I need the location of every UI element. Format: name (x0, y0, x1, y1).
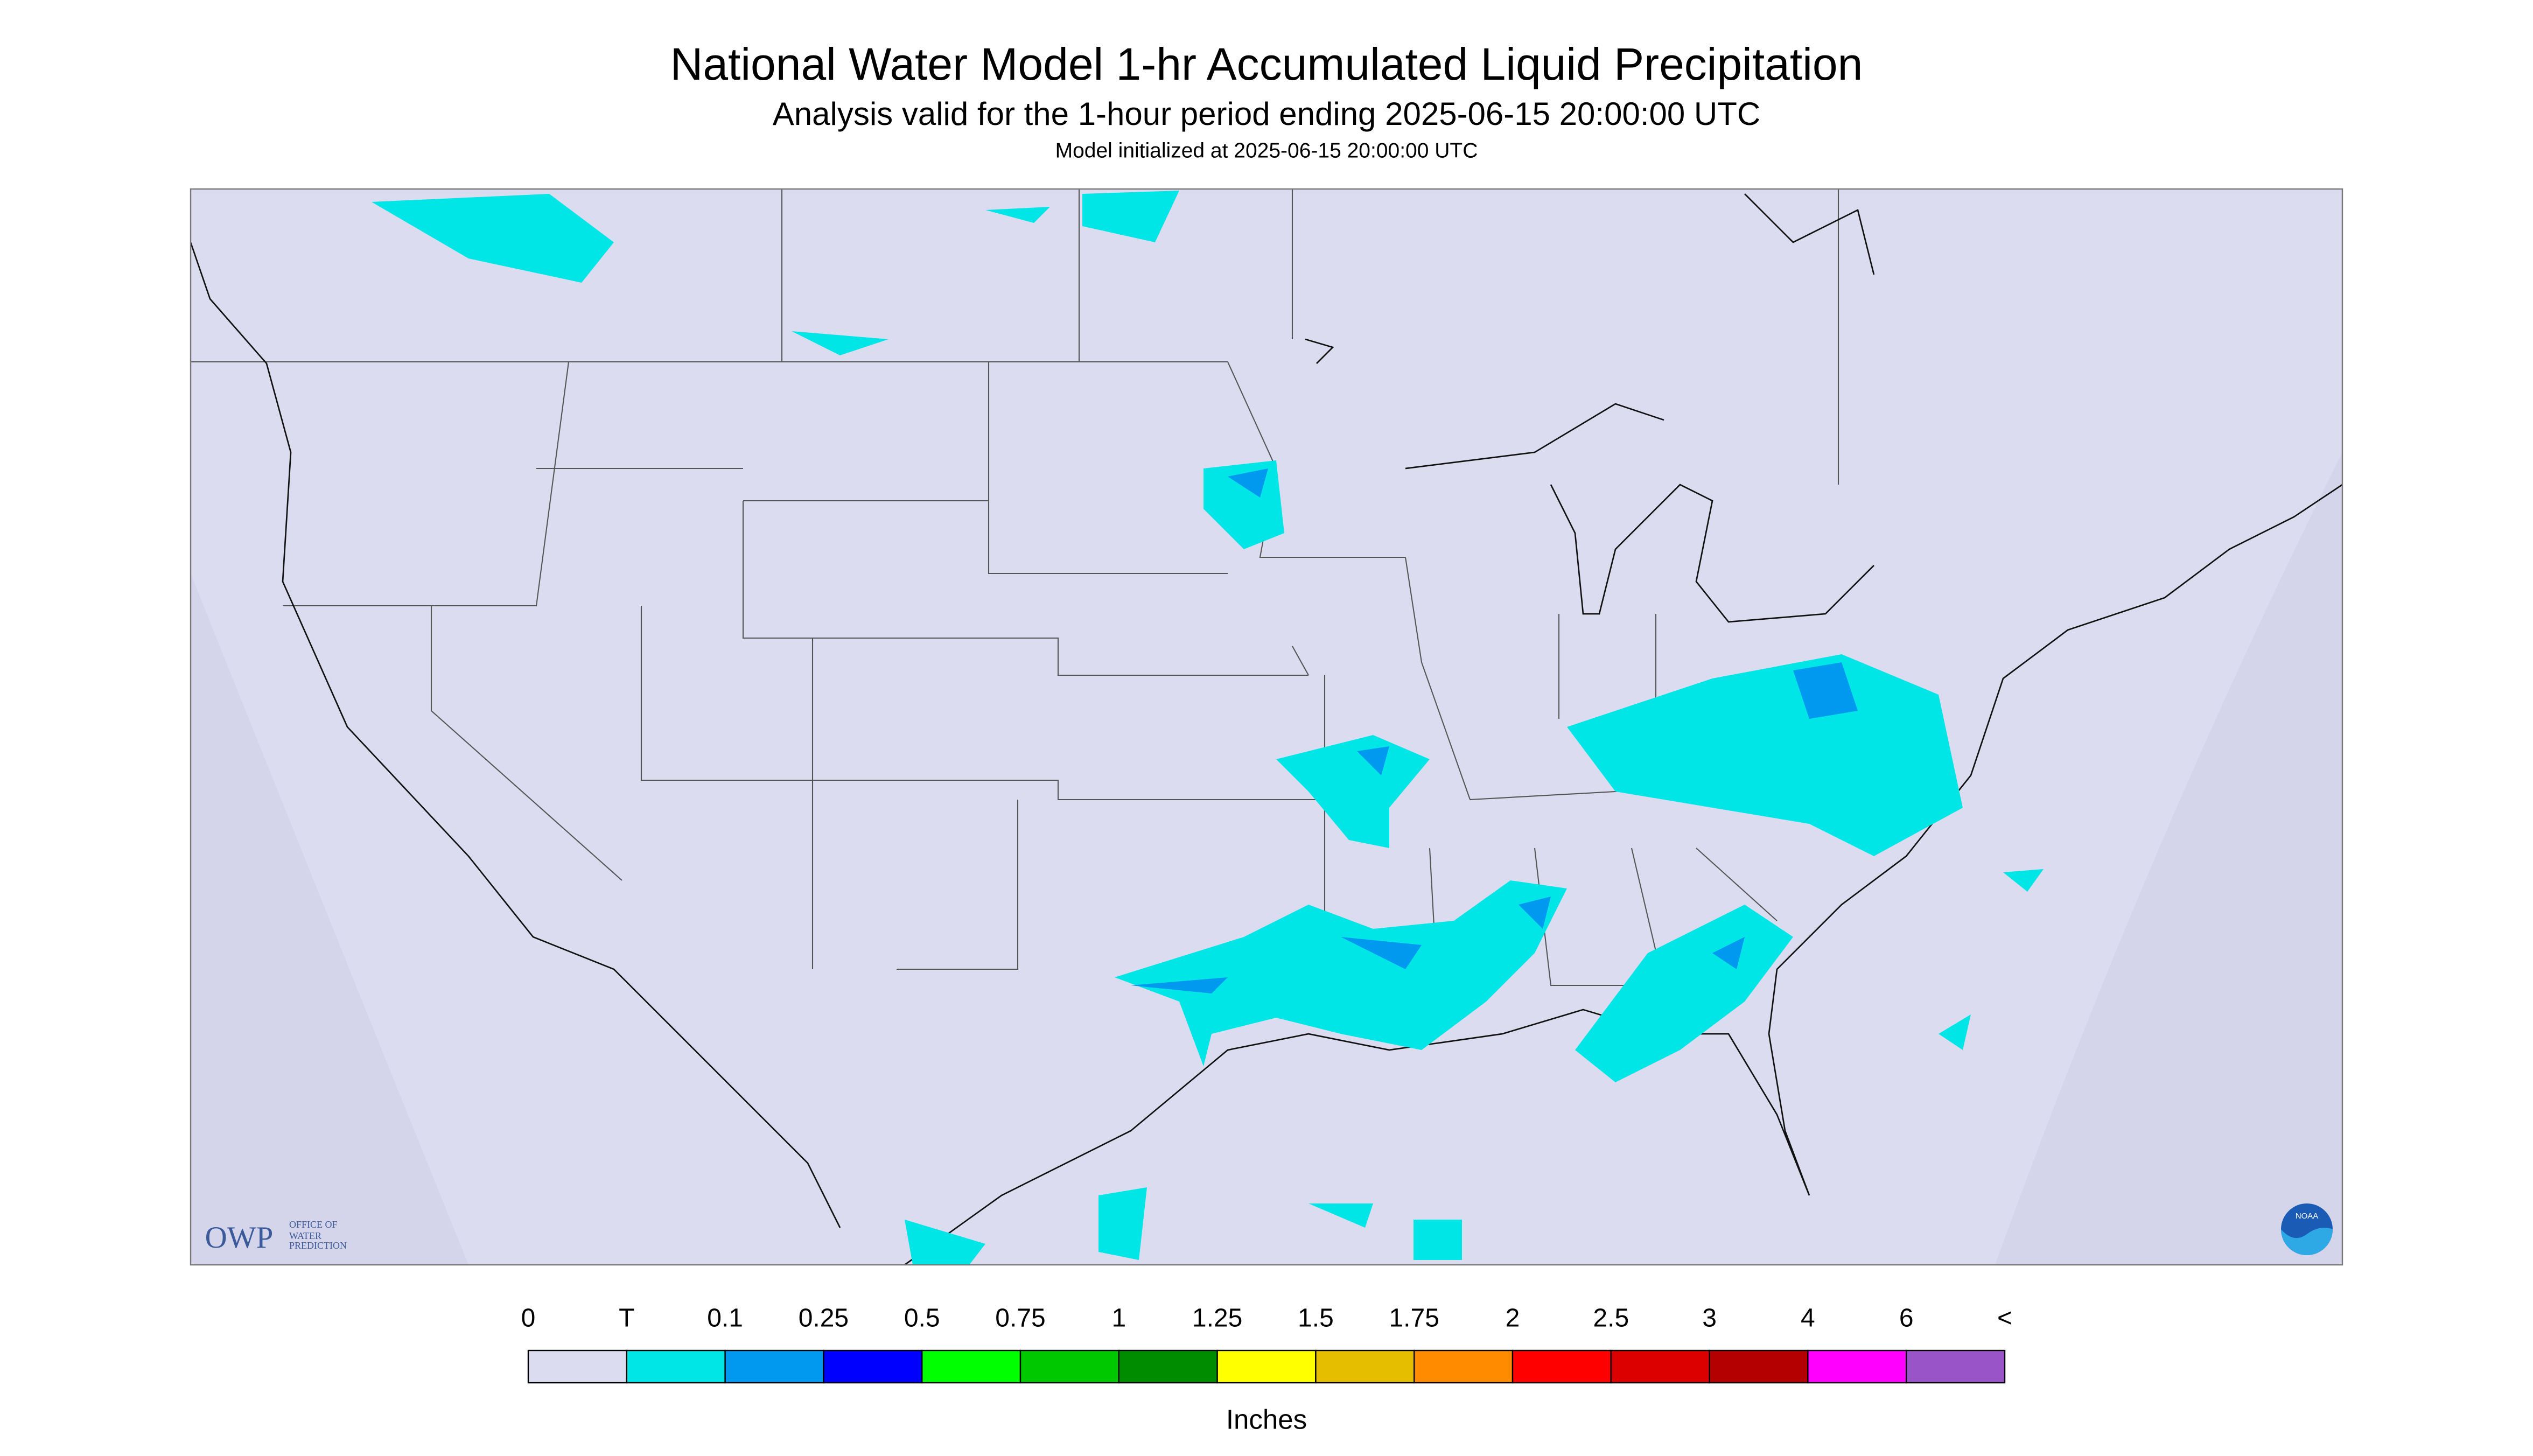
legend-swatch (1610, 1349, 1710, 1384)
noaa-text: NOAA (2296, 1212, 2319, 1221)
legend-label: 4 (1801, 1304, 1815, 1333)
rain-area (1276, 735, 1430, 849)
legend-swatch (626, 1349, 726, 1384)
legend-label: 0.25 (799, 1304, 849, 1333)
rain-area (1115, 880, 1567, 1067)
legend-label: 1.75 (1389, 1304, 1439, 1333)
legend-label: 2.5 (1593, 1304, 1629, 1333)
legend-swatch (1315, 1349, 1415, 1384)
subtitle: Analysis valid for the 1-hour period end… (773, 96, 1760, 132)
legend-swatch (1709, 1349, 1809, 1384)
rain-area (1567, 654, 1963, 857)
legend-label: < (1997, 1304, 2012, 1333)
legend-swatch (527, 1349, 628, 1384)
legend-swatch (1512, 1349, 1612, 1384)
map: OWP OFFICE OF WATER PREDICTION NOAA (190, 188, 2343, 1266)
legend-label: 1.25 (1192, 1304, 1242, 1333)
map-frame (190, 188, 2343, 1266)
legend-label: 0.75 (995, 1304, 1045, 1333)
legend-swatch (1905, 1349, 2006, 1384)
rain-area (372, 194, 614, 283)
legend-label: 2 (1506, 1304, 1520, 1333)
title: National Water Model 1-hr Accumulated Li… (670, 39, 1863, 89)
legend-swatch (823, 1349, 923, 1384)
legend-label: T (619, 1304, 634, 1333)
legend-swatch (1019, 1349, 1120, 1384)
legend-swatch (1807, 1349, 1907, 1384)
legend-label: 1.5 (1298, 1304, 1334, 1333)
projection-edge (1995, 452, 2342, 1265)
legend-swatch (1414, 1349, 1514, 1384)
legend-label: 6 (1899, 1304, 1914, 1333)
legend-swatch (1118, 1349, 1218, 1384)
init-note: Model initialized at 2025-06-15 20:00:00… (1055, 139, 1478, 162)
rain-area (792, 191, 1179, 356)
legend-label: 1 (1111, 1304, 1126, 1333)
projection-edge (191, 573, 468, 1265)
legend-unit: Inches (1226, 1404, 1307, 1434)
precipitation (372, 191, 2044, 1265)
legend-label: 3 (1702, 1304, 1717, 1333)
legend-label: 0.1 (707, 1304, 743, 1333)
map-area (191, 189, 2342, 1265)
coastlines (190, 193, 2343, 1266)
legend-label: 0 (521, 1304, 536, 1333)
legend-label: 0.5 (904, 1304, 940, 1333)
legend-swatch (1216, 1349, 1317, 1384)
legend-swatch (724, 1349, 824, 1384)
logo-name: OFFICE OF WATER PREDICTION (289, 1221, 347, 1252)
logo-abbr: OWP (205, 1221, 274, 1255)
noaa-logo-wave (2281, 1228, 2333, 1256)
logo-name-box: OFFICE OF WATER PREDICTION (289, 1221, 347, 1252)
legend: 0 T 0.1 0.25 0.5 0.75 1 1.25 1.5 1.75 2 2.5 3 4 6 < (521, 1304, 2012, 1384)
legend-swatch (921, 1349, 1021, 1384)
